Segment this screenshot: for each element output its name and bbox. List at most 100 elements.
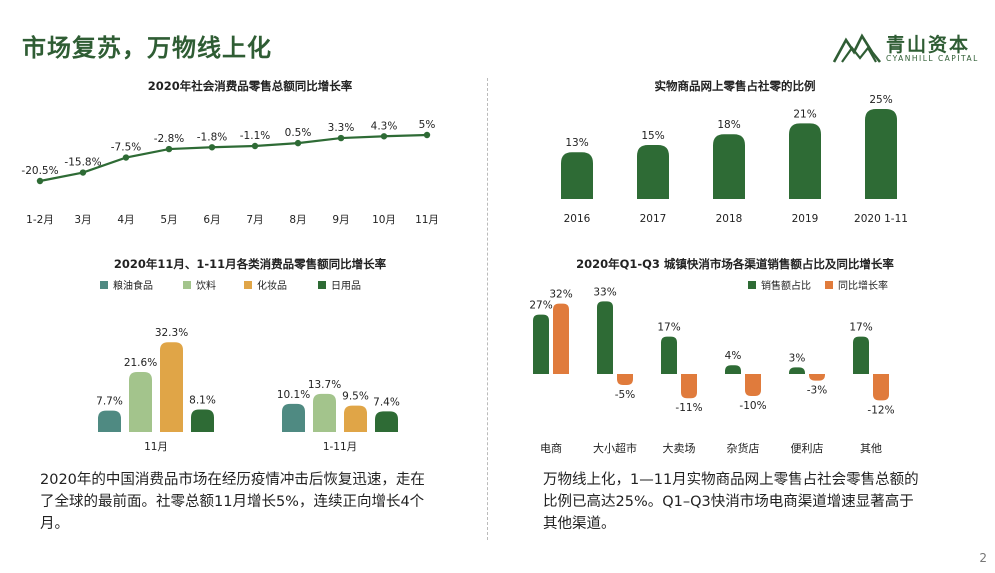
legend-label: 同比增长率 (838, 279, 888, 292)
x-tick-label: 9月 (332, 214, 349, 226)
line-point (79, 169, 87, 176)
bar (282, 403, 305, 432)
data-label: 5% (419, 119, 436, 131)
bar (533, 314, 549, 374)
bar (375, 411, 398, 432)
x-tick-label: 2020 1-11 (854, 213, 908, 225)
x-tick-label: 11月 (144, 441, 168, 453)
data-label: -3% (807, 385, 827, 397)
line-point (380, 133, 388, 140)
x-tick-label: 2016 (564, 213, 591, 225)
bar (853, 336, 869, 374)
logo-subtext: CYANHILL CAPITAL (886, 54, 979, 63)
category-chart-title: 2020年11月、1-11月各类消费品零售额同比增长率 (113, 257, 387, 271)
data-label: -1.8% (197, 131, 227, 143)
data-label: -15.8% (64, 157, 101, 169)
data-label: 7.4% (373, 396, 400, 408)
bar (873, 374, 889, 401)
x-tick-label: 5月 (160, 214, 177, 226)
bar (561, 152, 593, 199)
retail-growth-line-chart: -20.5% 1-2月 -15.8% 3月 -7.5% 4月 -2.8% 5月 -1.8% 6月 -… (21, 119, 439, 226)
line-point (423, 131, 431, 139)
legend-swatch (748, 281, 756, 289)
data-label: 25% (869, 95, 892, 106)
line-series (39, 133, 428, 183)
line-point (36, 177, 44, 185)
x-tick-label: 大小超市 (593, 441, 637, 455)
data-label: 9.5% (342, 391, 369, 403)
data-label: 21.6% (124, 357, 157, 369)
bar (344, 405, 367, 432)
legend-label: 日用品 (331, 280, 361, 292)
legend-label: 化妆品 (257, 279, 287, 292)
x-tick-label: 7月 (246, 214, 263, 226)
x-tick-label: 大卖场 (663, 441, 696, 455)
bar (789, 123, 821, 199)
x-tick-label: 10月 (372, 214, 396, 226)
data-label: 13.7% (308, 379, 341, 391)
data-label: -5% (615, 389, 635, 401)
data-label: 4.3% (371, 120, 398, 132)
data-label: 8.1% (189, 394, 216, 406)
online-share-chart-title: 实物商品网上零售占社零的比例 (654, 79, 816, 93)
data-label: 27% (529, 300, 552, 312)
bar (191, 409, 214, 432)
x-tick-label: 1-11月 (323, 441, 357, 453)
x-tick-label: 6月 (203, 214, 220, 226)
legend-label: 饮料 (196, 279, 216, 292)
bar (713, 134, 745, 199)
bar (809, 374, 825, 381)
data-label: 3.3% (328, 122, 355, 134)
data-label: 17% (849, 322, 872, 334)
data-label: 15% (641, 130, 664, 142)
line-point (251, 142, 259, 150)
x-tick-label: 2019 (792, 213, 819, 225)
legend-label: 销售额占比 (761, 279, 811, 292)
page-title: 市场复苏，万物线上化 (22, 34, 272, 62)
x-tick-label: 4月 (117, 214, 134, 226)
x-tick-label: 其他 (860, 442, 882, 455)
right-summary-text: 万物线上化，1—11月实物商品网上零售占社会零售总额的比例已高达25%。Q1–Q… (543, 472, 919, 532)
bar (745, 374, 761, 396)
legend-swatch (244, 281, 252, 289)
x-tick-label: 电商 (540, 441, 562, 455)
legend-swatch (183, 281, 191, 289)
left-summary-text: 2020年的中国消费品市场在经历疫情冲击后恢复迅速，走在了全球的最前面。社零总额… (40, 472, 425, 532)
logo-text: 青山资本 (886, 34, 971, 56)
data-label: -12% (867, 404, 894, 416)
category-growth-bar-chart: 粮油食品 饮料 化妆品 日用品 7.7% 21.6% 32.3% 8.1% 11月 10.1%13… (96, 279, 400, 453)
bar (313, 393, 336, 432)
data-label: 18% (717, 119, 740, 131)
data-label: -7.5% (111, 142, 141, 154)
data-label: 0.5% (285, 127, 312, 139)
data-label: 13% (565, 137, 588, 149)
data-label: -2.8% (154, 133, 184, 145)
bar (661, 336, 677, 374)
data-label: 4% (725, 350, 742, 362)
x-tick-label: 3月 (74, 214, 91, 226)
line-point (294, 139, 302, 147)
data-label: 21% (793, 108, 816, 120)
data-label: 32.3% (155, 327, 188, 339)
line-point (165, 145, 173, 153)
data-label: -1.1% (240, 130, 270, 142)
data-label: 32% (549, 289, 572, 301)
line-chart-title: 2020年社会消费品零售总额同比增长率 (147, 79, 353, 93)
data-label: 17% (657, 322, 680, 334)
x-tick-label: 1-2月 (26, 214, 54, 226)
data-label: -10% (739, 400, 766, 412)
bar (789, 367, 805, 374)
bar (98, 410, 121, 432)
channel-chart-title: 2020年Q1-Q3 城镇快消市场各渠道销售额占比及同比增长率 (576, 257, 894, 271)
data-label: 3% (789, 352, 806, 364)
bar (129, 371, 152, 432)
bar (160, 342, 183, 432)
company-logo: 青山资本 CYANHILL CAPITAL (832, 30, 982, 66)
bar (617, 374, 633, 385)
data-label: 10.1% (277, 389, 310, 401)
data-label: -11% (675, 402, 702, 414)
legend-swatch (318, 281, 326, 289)
column-divider (487, 78, 488, 540)
x-tick-label: 11月 (415, 214, 439, 226)
online-share-bar-chart: 13% 2016 15% 2017 18% 2018 21% 2019 25% 2020 1-11 (561, 95, 908, 225)
